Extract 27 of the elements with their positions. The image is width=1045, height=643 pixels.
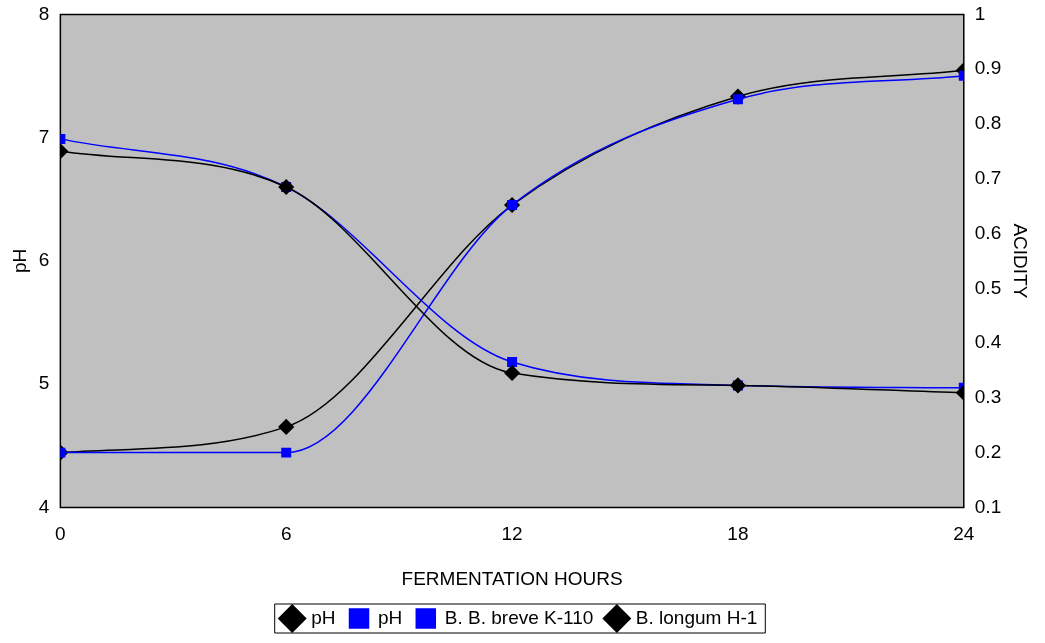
- y-tick-label: 8: [38, 2, 50, 24]
- y-tick-label: 7: [38, 125, 50, 147]
- y2-tick-label: 0.4: [974, 331, 1002, 353]
- x-tick-label: 24: [953, 523, 975, 545]
- y-tick-label: 5: [38, 372, 50, 394]
- legend-label: B. longum H-1: [635, 606, 758, 628]
- legend-label: B. B. breve K-110: [444, 606, 594, 628]
- y-tick-label: 4: [38, 495, 50, 517]
- y-axis-title: pH: [8, 248, 30, 274]
- y2-tick-label: 0.5: [974, 276, 1002, 298]
- y-tick-label: 6: [38, 249, 50, 271]
- legend-label: pH: [311, 606, 336, 628]
- y2-tick-label: 1: [974, 2, 986, 24]
- y2-tick-label: 0.7: [974, 166, 1002, 188]
- x-axis-title: FERMENTATION HOURS: [401, 567, 623, 589]
- y2-tick-label: 0.8: [974, 112, 1002, 134]
- legend-label: pH: [378, 606, 403, 628]
- x-tick-label: 0: [55, 523, 66, 545]
- x-tick-label: 18: [727, 523, 749, 545]
- y2-tick-label: 0.6: [974, 221, 1002, 243]
- y2-tick-label: 0.9: [974, 57, 1002, 79]
- y2-tick-label: 0.1: [974, 495, 1002, 517]
- y2-axis-title: ACIDITY: [1010, 223, 1032, 299]
- y2-tick-label: 0.3: [974, 386, 1002, 408]
- x-tick-label: 6: [280, 523, 292, 545]
- x-tick-label: 12: [501, 523, 523, 545]
- y2-tick-label: 0.2: [974, 440, 1002, 462]
